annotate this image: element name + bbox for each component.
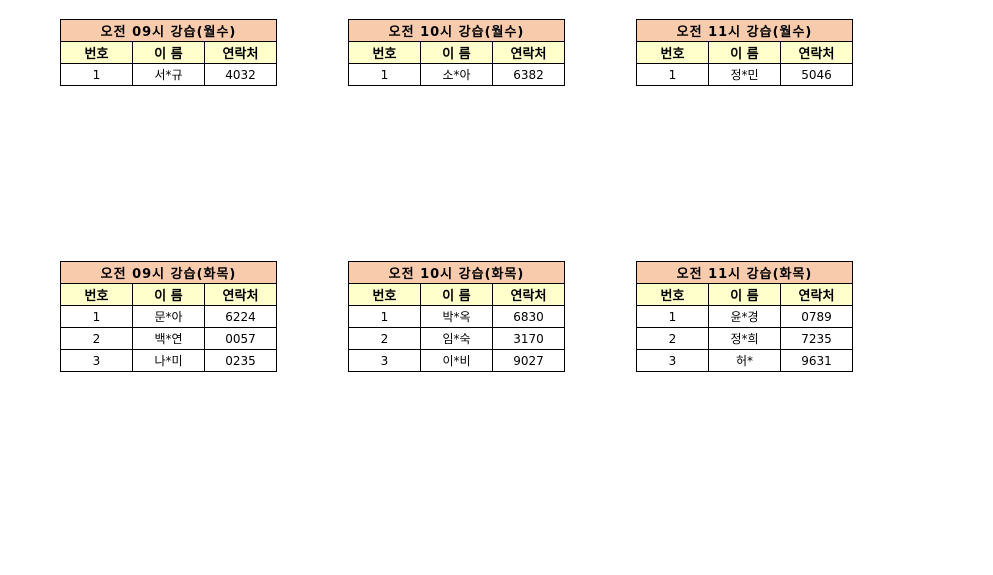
table-row: 2 백*연 0057 xyxy=(60,327,277,350)
class-table: 오전 10시 강습(월수) 번호 이 름 연락처 1 소*아 6382 xyxy=(348,19,565,86)
table-row: 1 박*옥 6830 xyxy=(348,305,565,328)
cell[interactable]: 0235 xyxy=(204,349,277,372)
cell[interactable]: 3 xyxy=(60,349,133,372)
column-header[interactable]: 번호 xyxy=(348,41,421,64)
table-row: 1 윤*경 0789 xyxy=(636,305,853,328)
class-table: 오전 09시 강습(화목) 번호 이 름 연락처 1 문*아 6224 2 백*연 0057 3 나*… xyxy=(60,261,277,372)
column-header[interactable]: 연락처 xyxy=(780,283,853,306)
table-row: 3 이*비 9027 xyxy=(348,349,565,372)
cell[interactable]: 소*아 xyxy=(420,63,493,86)
column-header[interactable]: 번호 xyxy=(60,41,133,64)
cell[interactable]: 1 xyxy=(60,305,133,328)
column-header[interactable]: 이 름 xyxy=(420,283,493,306)
column-header[interactable]: 연락처 xyxy=(492,283,565,306)
cell[interactable]: 6224 xyxy=(204,305,277,328)
class-table: 오전 10시 강습(화목) 번호 이 름 연락처 1 박*옥 6830 2 임*숙 3170 3 이*… xyxy=(348,261,565,372)
cell[interactable]: 6830 xyxy=(492,305,565,328)
table-row: 3 허* 9631 xyxy=(636,349,853,372)
cell[interactable]: 6382 xyxy=(492,63,565,86)
cell[interactable]: 7235 xyxy=(780,327,853,350)
cell[interactable]: 1 xyxy=(60,63,133,86)
column-header[interactable]: 이 름 xyxy=(420,41,493,64)
cell[interactable]: 1 xyxy=(348,305,421,328)
cell[interactable]: 9631 xyxy=(780,349,853,372)
table-title[interactable]: 오전 10시 강습(월수) xyxy=(348,19,565,42)
cell[interactable]: 1 xyxy=(636,305,709,328)
class-table: 오전 09시 강습(월수) 번호 이 름 연락처 1 서*규 4032 xyxy=(60,19,277,86)
cell[interactable]: 0789 xyxy=(780,305,853,328)
table-row: 3 나*미 0235 xyxy=(60,349,277,372)
cell[interactable]: 백*연 xyxy=(132,327,205,350)
column-header[interactable]: 이 름 xyxy=(132,41,205,64)
table-row: 1 서*규 4032 xyxy=(60,63,277,86)
column-header[interactable]: 이 름 xyxy=(708,41,781,64)
table-row: 1 소*아 6382 xyxy=(348,63,565,86)
class-table: 오전 11시 강습(월수) 번호 이 름 연락처 1 정*민 5046 xyxy=(636,19,853,86)
column-header[interactable]: 번호 xyxy=(60,283,133,306)
cell[interactable]: 4032 xyxy=(204,63,277,86)
table-row: 2 정*희 7235 xyxy=(636,327,853,350)
cell[interactable]: 정*희 xyxy=(708,327,781,350)
table-title[interactable]: 오전 11시 강습(월수) xyxy=(636,19,853,42)
cell[interactable]: 5046 xyxy=(780,63,853,86)
class-table: 오전 11시 강습(화목) 번호 이 름 연락처 1 윤*경 0789 2 정*희 7235 3 허*… xyxy=(636,261,853,372)
table-row: 1 문*아 6224 xyxy=(60,305,277,328)
column-header[interactable]: 이 름 xyxy=(708,283,781,306)
cell[interactable]: 이*비 xyxy=(420,349,493,372)
column-header[interactable]: 연락처 xyxy=(492,41,565,64)
cell[interactable]: 9027 xyxy=(492,349,565,372)
cell[interactable]: 1 xyxy=(348,63,421,86)
cell[interactable]: 2 xyxy=(636,327,709,350)
column-header[interactable]: 번호 xyxy=(636,41,709,64)
column-header[interactable]: 이 름 xyxy=(132,283,205,306)
cell[interactable]: 0057 xyxy=(204,327,277,350)
table-title[interactable]: 오전 11시 강습(화목) xyxy=(636,261,853,284)
column-header[interactable]: 연락처 xyxy=(204,283,277,306)
table-row: 1 정*민 5046 xyxy=(636,63,853,86)
column-header[interactable]: 번호 xyxy=(348,283,421,306)
cell[interactable]: 박*옥 xyxy=(420,305,493,328)
cell[interactable]: 문*아 xyxy=(132,305,205,328)
cell[interactable]: 3 xyxy=(348,349,421,372)
table-title[interactable]: 오전 09시 강습(화목) xyxy=(60,261,277,284)
column-header[interactable]: 번호 xyxy=(636,283,709,306)
column-header[interactable]: 연락처 xyxy=(204,41,277,64)
cell[interactable]: 나*미 xyxy=(132,349,205,372)
column-header[interactable]: 연락처 xyxy=(780,41,853,64)
table-row: 2 임*숙 3170 xyxy=(348,327,565,350)
cell[interactable]: 1 xyxy=(636,63,709,86)
cell[interactable]: 서*규 xyxy=(132,63,205,86)
cell[interactable]: 2 xyxy=(348,327,421,350)
table-title[interactable]: 오전 09시 강습(월수) xyxy=(60,19,277,42)
cell[interactable]: 윤*경 xyxy=(708,305,781,328)
cell[interactable]: 임*숙 xyxy=(420,327,493,350)
cell[interactable]: 정*민 xyxy=(708,63,781,86)
cell[interactable]: 3 xyxy=(636,349,709,372)
cell[interactable]: 2 xyxy=(60,327,133,350)
cell[interactable]: 허* xyxy=(708,349,781,372)
cell[interactable]: 3170 xyxy=(492,327,565,350)
table-title[interactable]: 오전 10시 강습(화목) xyxy=(348,261,565,284)
